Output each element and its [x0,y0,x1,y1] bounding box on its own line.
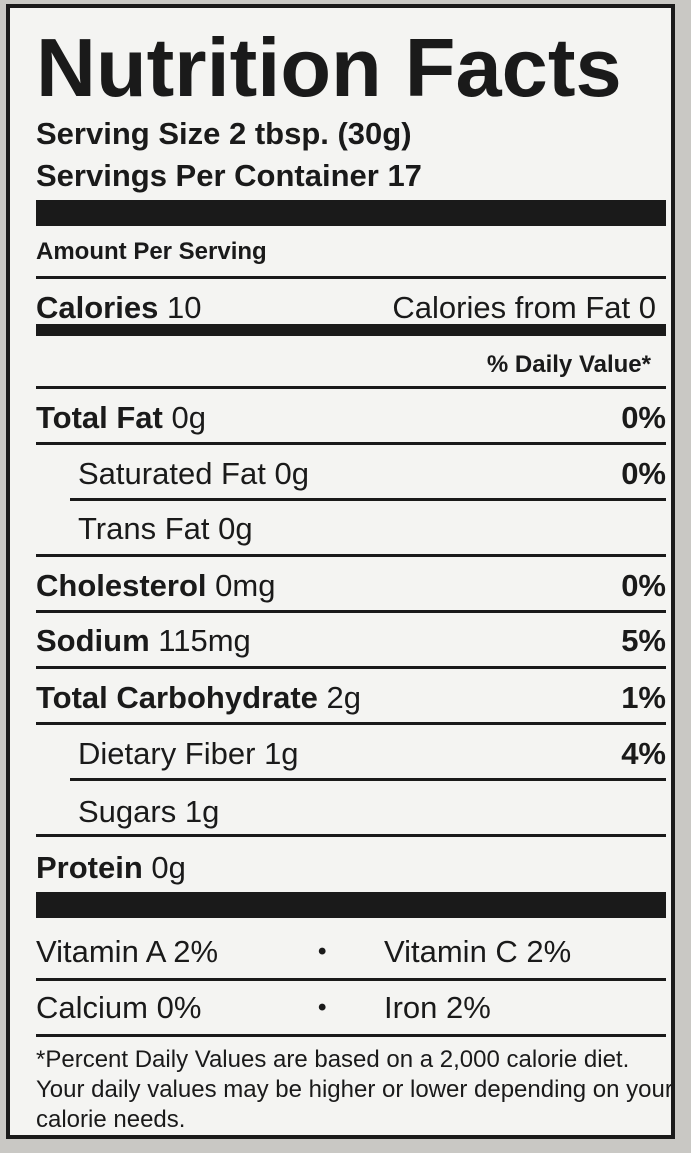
divider [36,554,666,557]
footnote: *Percent Daily Values are based on a 2,0… [36,1046,673,1133]
nutrient-row-saturated-fat: Saturated Fat 0g 0% [78,456,666,491]
divider [36,386,666,389]
nutrient-row-cholesterol: Cholesterol 0mg 0% [36,568,666,603]
servings-per-container: Servings Per Container 17 [36,158,422,193]
bullet-separator: • [318,938,327,965]
vitamin-c: Vitamin C 2% [384,934,572,969]
divider [36,1034,666,1037]
nutrient-row-sugars: Sugars 1g [78,794,220,829]
vitamin-a: Vitamin A 2% [36,934,219,969]
divider [36,722,666,725]
thick-divider [36,200,666,226]
divider [70,778,666,781]
nutrient-row-dietary-fiber: Dietary Fiber 1g 4% [78,736,666,771]
calories-label: Calories 10 [36,290,202,325]
divider [36,276,666,279]
serving-size: Serving Size 2 tbsp. (30g) [36,116,412,151]
divider [70,498,666,501]
divider [36,442,666,445]
nutrient-row-total-fat: Total Fat 0g 0% [36,400,666,435]
nutrient-row-sodium: Sodium 115mg 5% [36,623,666,658]
daily-value-header: % Daily Value* [486,351,651,378]
calories-from-fat: Calories from Fat 0 [392,290,656,325]
thick-divider [36,892,666,918]
bullet-separator: • [318,994,327,1021]
divider [36,610,666,613]
divider [36,666,666,669]
nutrition-label: Nutrition Facts Serving Size 2 tbsp. (30… [6,4,675,1139]
divider [36,978,666,981]
calcium: Calcium 0% [36,990,202,1025]
label-title: Nutrition Facts [36,21,622,114]
nutrient-row-trans-fat: Trans Fat 0g [78,511,253,546]
divider [36,834,666,837]
nutrient-row-total-carbohydrate: Total Carbohydrate 2g 1% [36,680,666,715]
amount-per-serving: Amount Per Serving [36,238,267,265]
iron: Iron 2% [384,990,491,1025]
nutrient-row-protein: Protein 0g [36,850,186,885]
medium-divider [36,324,666,336]
